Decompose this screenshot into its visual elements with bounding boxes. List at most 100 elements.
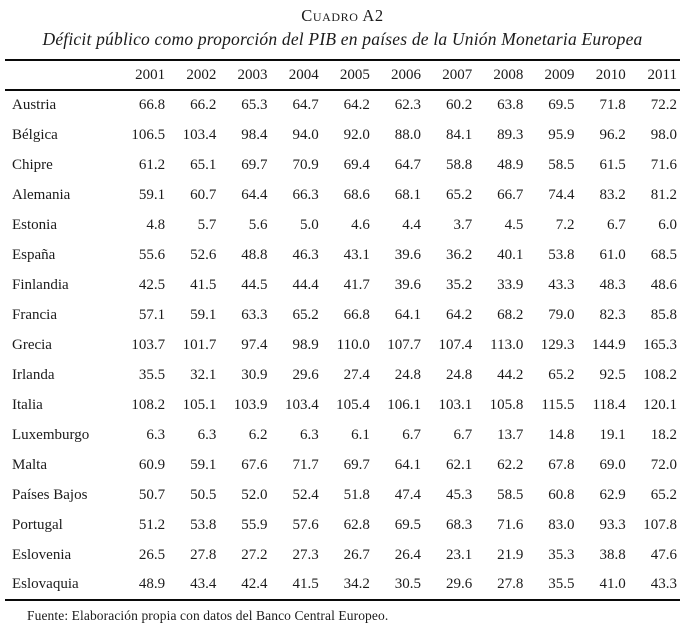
value-cell: 6.7	[402, 426, 422, 443]
column-header-year-2004: 2004	[288, 66, 319, 83]
country-label: Grecia	[12, 336, 52, 353]
column-header-year-2003: 2003	[237, 66, 268, 83]
value-cell: 43.3	[650, 576, 677, 593]
table-title: Cuadro A2	[301, 6, 384, 25]
value-cell: 103.4	[284, 396, 319, 413]
value-cell: 40.1	[497, 246, 524, 263]
value-cell: 96.2	[599, 126, 626, 143]
value-cell: 108.2	[643, 366, 677, 383]
value-cell: 27.8	[190, 546, 217, 563]
value-cell: 64.7	[292, 97, 319, 114]
table-row: España 55.6 52.6 48.8 46.3 43.1 39.6 36.2 40.1 53…	[5, 240, 680, 270]
country-label: Eslovenia	[12, 546, 72, 563]
country-label: Luxemburgo	[12, 426, 90, 443]
value-cell: 26.7	[343, 546, 370, 563]
country-label: Irlanda	[12, 366, 55, 383]
country-label: Austria	[12, 97, 57, 114]
value-cell: 94.0	[292, 126, 319, 143]
value-cell: 30.9	[241, 366, 268, 383]
country-label: Italia	[12, 396, 43, 413]
value-cell: 64.7	[394, 156, 422, 173]
value-cell: 43.3	[548, 276, 575, 293]
value-cell: 69.0	[599, 456, 626, 473]
value-cell: 57.1	[138, 306, 166, 323]
value-cell: 71.8	[599, 97, 626, 114]
value-cell: 27.2	[241, 546, 268, 563]
value-cell: 38.8	[599, 546, 626, 563]
value-cell: 98.0	[650, 126, 677, 143]
country-label: Chipre	[12, 156, 53, 173]
value-cell: 65.3	[241, 97, 268, 114]
value-cell: 60.2	[445, 97, 473, 114]
value-cell: 68.2	[497, 306, 524, 323]
value-cell: 6.7	[453, 426, 473, 443]
value-cell: 65.2	[292, 306, 319, 323]
value-cell: 63.3	[241, 306, 268, 323]
value-cell: 68.1	[394, 186, 422, 203]
table-row: Portugal 51.2 53.8 55.9 57.6 62.8 69.5 68.3 71.6…	[5, 510, 680, 540]
column-header-year-2001: 2001	[135, 66, 166, 83]
value-cell: 107.7	[387, 336, 422, 353]
value-cell: 5.7	[197, 216, 217, 233]
value-cell: 69.5	[394, 516, 422, 533]
column-header-year-2008: 2008	[493, 66, 524, 83]
column-header-year-2005: 2005	[339, 66, 370, 83]
value-cell: 98.4	[241, 126, 268, 143]
value-cell: 93.3	[599, 516, 626, 533]
value-cell: 65.1	[190, 156, 217, 173]
value-cell: 47.4	[394, 486, 422, 503]
value-cell: 65.2	[650, 486, 677, 503]
country-label: Portugal	[12, 516, 63, 533]
value-cell: 27.4	[343, 366, 370, 383]
value-cell: 21.9	[497, 546, 524, 563]
value-cell: 61.5	[599, 156, 626, 173]
value-cell: 64.2	[343, 97, 370, 114]
table-row: Grecia 103.7 101.7 97.4 98.9 110.0 107.7 107.4 1…	[5, 330, 680, 360]
value-cell: 58.8	[445, 156, 473, 173]
value-cell: 58.5	[548, 156, 575, 173]
table-row: Alemania 59.1 60.7 64.4 66.3 68.6 68.1 65.2 66.7…	[5, 180, 680, 210]
value-cell: 27.3	[292, 546, 319, 563]
value-cell: 46.3	[292, 246, 319, 263]
value-cell: 3.7	[453, 216, 473, 233]
value-cell: 71.7	[292, 456, 319, 473]
country-label: Estonia	[12, 216, 57, 233]
value-cell: 45.3	[445, 486, 473, 503]
value-cell: 41.5	[190, 276, 217, 293]
value-cell: 115.5	[541, 396, 575, 413]
value-cell: 48.9	[138, 576, 166, 593]
table-row: Eslovaquia 48.9 43.4 42.4 41.5 34.2 30.5 29.6 27…	[5, 570, 680, 600]
value-cell: 41.7	[343, 276, 370, 293]
value-cell: 53.8	[190, 516, 217, 533]
value-cell: 66.8	[343, 306, 370, 323]
value-cell: 48.3	[599, 276, 626, 293]
value-cell: 51.8	[343, 486, 370, 503]
table-row: Eslovenia 26.5 27.8 27.2 27.3 26.7 26.4 23.1 21.…	[5, 540, 680, 570]
value-cell: 84.1	[445, 126, 473, 143]
value-cell: 101.7	[182, 336, 217, 353]
value-cell: 50.7	[138, 486, 166, 503]
value-cell: 81.2	[650, 186, 677, 203]
value-cell: 165.3	[643, 336, 677, 353]
value-cell: 48.6	[650, 276, 677, 293]
value-cell: 66.2	[190, 97, 217, 114]
value-cell: 42.4	[241, 576, 268, 593]
value-cell: 48.9	[497, 156, 524, 173]
value-cell: 44.4	[292, 276, 319, 293]
column-header-year-2002: 2002	[186, 66, 217, 83]
value-cell: 79.0	[548, 306, 575, 323]
value-cell: 88.0	[394, 126, 422, 143]
table-row: Austria 66.8 66.2 65.3 64.7 64.2 62.3 60.2 63.8 6…	[5, 90, 680, 120]
value-cell: 44.5	[241, 276, 268, 293]
value-cell: 53.8	[548, 246, 575, 263]
value-cell: 29.6	[445, 576, 473, 593]
value-cell: 72.0	[650, 456, 677, 473]
value-cell: 32.1	[190, 366, 217, 383]
deficit-table: 2001 2002 2003 2004 2005 2006 2007 2008 2009 2010…	[5, 59, 680, 602]
table-row: Países Bajos 50.7 50.5 52.0 52.4 51.8 47.4 45.3…	[5, 480, 680, 510]
value-cell: 6.7	[606, 216, 626, 233]
value-cell: 6.3	[299, 426, 319, 443]
value-cell: 6.3	[146, 426, 166, 443]
value-cell: 39.6	[394, 276, 422, 293]
value-cell: 60.9	[138, 456, 166, 473]
